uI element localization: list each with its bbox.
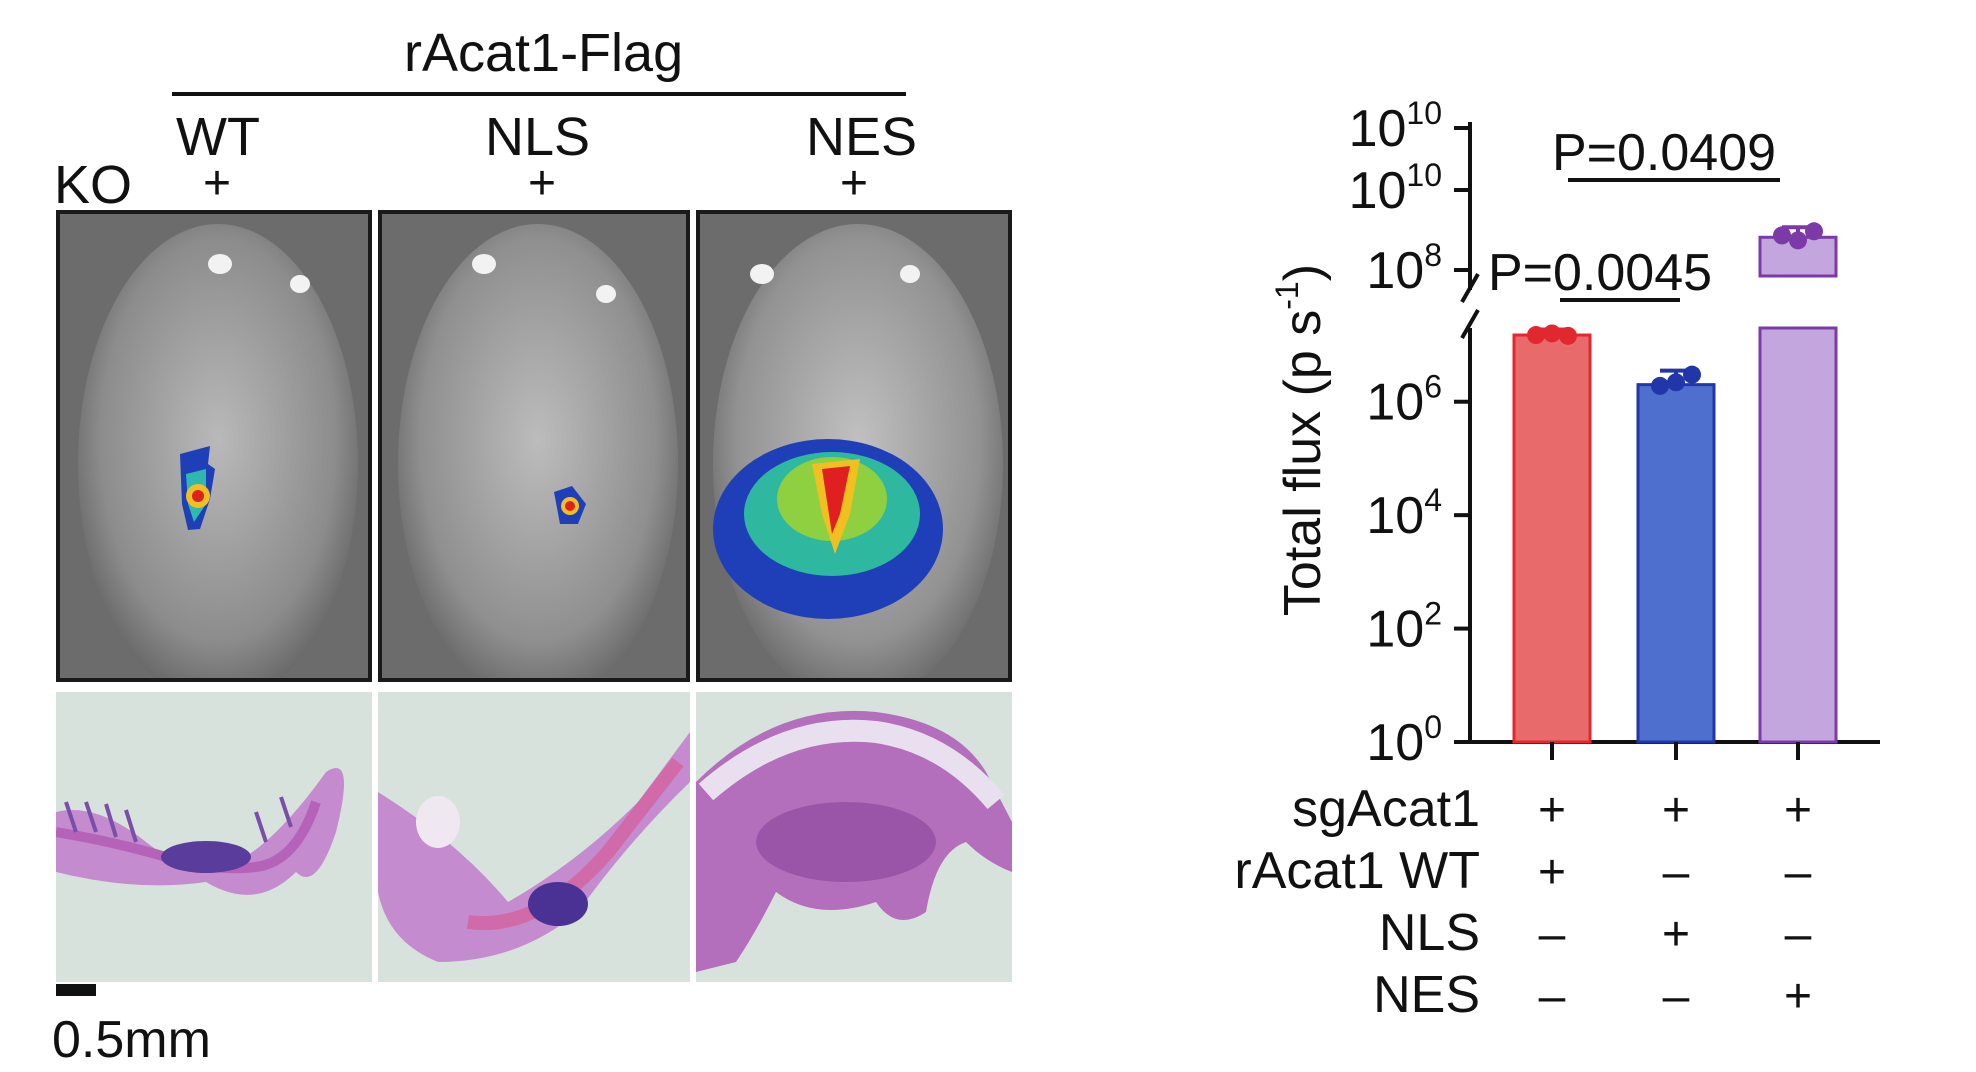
y-tick-label: 100 [1366,709,1442,772]
ivis-image-nes [696,210,1012,682]
condition-row-label: NLS [1379,904,1480,962]
ivis-image-nls [378,210,690,682]
histology-image-wt-drawing [56,768,344,895]
histology-image-nes [696,692,1012,982]
condition-mark: + [1784,784,1812,837]
data-point-wt [1543,324,1561,343]
axis-break-mark-upper [1460,273,1480,303]
column-sign-nes: + [840,157,869,210]
ivis-image-nls-drawing [382,214,686,678]
bar-nes [1758,326,1838,744]
significance-label: P=0.0045 [1488,244,1712,302]
y-tick-label: 106 [1366,369,1442,432]
y-tick-label: 108 [1366,237,1442,300]
condition-mark: – [1663,970,1690,1023]
condition-row-label: rAcat1 WT [1234,842,1480,900]
data-point-nls [1683,365,1701,384]
data-point-wt [1527,326,1545,345]
ivis-image-wt [56,210,372,682]
condition-mark: – [1785,908,1812,961]
significance-label: P=0.0409 [1552,124,1776,182]
column-label-nls: NLS [485,107,591,167]
data-point-wt [1559,326,1577,345]
group-bracket-line [172,92,906,96]
group-title: rAcat1-Flag [404,23,684,83]
histology-image-nls-drawing [378,732,690,962]
condition-mark: – [1539,970,1566,1023]
column-sign-nls: + [528,157,557,210]
condition-row-label: NES [1373,966,1480,1024]
condition-mark: + [1538,846,1566,899]
bar-nls [1636,383,1716,744]
data-point-nes [1773,226,1791,245]
ko-label: KO [54,155,133,215]
histology-image-nes-drawing [696,710,1012,972]
condition-mark: – [1785,846,1812,899]
condition-row-label: sgAcat1 [1292,780,1480,838]
histology-image-nls [378,692,690,982]
axis-break-mark-lower [1460,309,1480,339]
condition-mark: + [1538,784,1566,837]
y-tick-label: 1010 [1349,95,1442,158]
condition-mark: + [1784,970,1812,1023]
condition-mark: – [1663,846,1690,899]
data-point-nls [1651,376,1669,395]
bar-wt [1512,333,1592,744]
condition-mark: – [1539,908,1566,961]
column-label-wt: WT [176,107,260,167]
ivis-image-wt-drawing [60,214,368,678]
y-tick-label: 1010 [1349,157,1442,220]
scale-bar-label: 0.5mm [52,1011,211,1069]
column-sign-wt: + [203,157,232,210]
data-point-nes [1789,231,1807,250]
ivis-image-nes-drawing [700,214,1008,678]
scale-bar [56,984,96,996]
histology-image-wt [56,692,372,982]
data-point-nes [1805,222,1823,241]
condition-mark: + [1662,908,1690,961]
condition-mark: + [1662,784,1690,837]
data-point-nls [1667,373,1685,392]
y-axis-label: Total flux (p s-1) [1269,264,1332,616]
column-label-nes: NES [806,107,918,167]
y-tick-label: 102 [1366,596,1442,659]
y-tick-label: 104 [1366,482,1442,545]
